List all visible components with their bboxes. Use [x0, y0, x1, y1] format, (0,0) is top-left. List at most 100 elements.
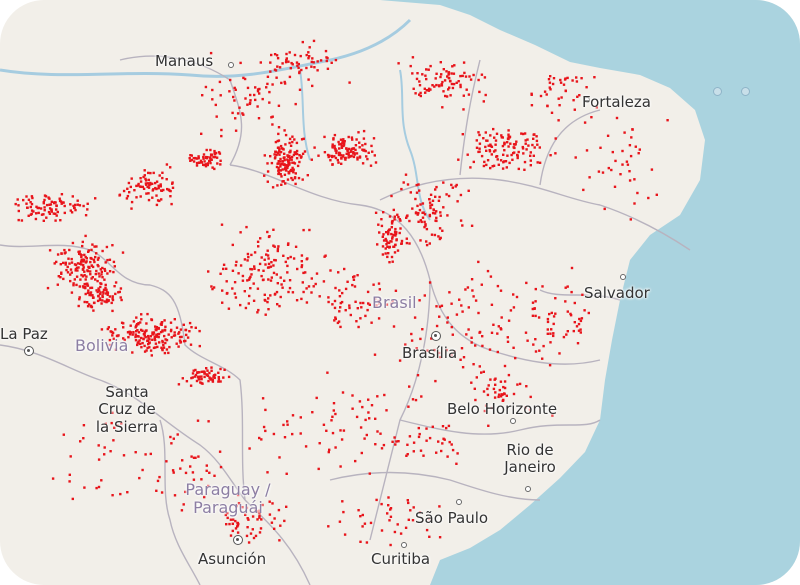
asuncion-marker[interactable] — [233, 535, 243, 545]
fire-point — [273, 68, 277, 71]
salvador-marker[interactable] — [620, 274, 626, 280]
fire-point — [387, 229, 390, 233]
fire-point — [306, 174, 309, 177]
fire-point — [606, 134, 610, 137]
brasilia-marker[interactable] — [431, 331, 441, 341]
fire-point — [56, 253, 60, 256]
fire-point — [233, 292, 237, 295]
fire-point — [421, 73, 424, 76]
fire-point — [506, 141, 509, 144]
fire-point — [112, 270, 115, 274]
fire-point — [185, 333, 188, 337]
fire-point — [516, 156, 519, 160]
fire-point — [72, 204, 75, 208]
fire-point — [129, 185, 132, 189]
fortaleza-marker[interactable] — [584, 97, 590, 103]
fire-point — [266, 180, 269, 183]
fire-point — [386, 245, 389, 248]
fire-point — [367, 398, 370, 401]
fire-point — [278, 539, 281, 542]
fire-point — [213, 167, 216, 171]
fire-point — [52, 212, 55, 215]
fire-point — [156, 345, 159, 349]
fire-point — [393, 230, 397, 233]
fire-point — [271, 83, 274, 86]
fire-point — [530, 104, 534, 107]
fire-point — [264, 299, 267, 302]
fire-point — [441, 106, 444, 109]
fire-point — [428, 281, 432, 284]
fire-point — [171, 186, 175, 189]
fire-point — [291, 178, 294, 182]
fire-point — [337, 320, 341, 323]
fire-point — [535, 135, 538, 138]
fire-point — [149, 335, 152, 338]
fire-point — [420, 220, 423, 224]
fire-point — [428, 242, 431, 245]
fire-point — [478, 142, 482, 145]
fire-point — [377, 223, 380, 226]
fire-point — [156, 199, 160, 202]
manaus-marker[interactable] — [228, 62, 234, 68]
fire-point — [122, 322, 125, 325]
fire-point — [54, 201, 57, 204]
curitiba-marker[interactable] — [401, 542, 407, 548]
fire-point — [192, 478, 196, 481]
fire-point — [322, 423, 326, 426]
fire-point — [157, 335, 160, 339]
fire-point — [63, 252, 66, 255]
fire-point — [489, 378, 492, 381]
fire-point — [279, 150, 283, 154]
fire-point — [139, 177, 142, 180]
fire-point — [99, 285, 102, 289]
fire-point — [122, 337, 125, 340]
fire-point — [110, 421, 113, 425]
fire-point — [633, 202, 636, 205]
fire-point — [29, 205, 32, 209]
fire-point — [264, 429, 267, 433]
fire-point — [252, 282, 255, 285]
fire-point — [289, 149, 292, 152]
fire-point — [288, 159, 291, 162]
fire-point — [55, 204, 58, 207]
fire-point — [450, 443, 453, 446]
fire-point — [468, 75, 471, 78]
fire-point — [120, 298, 123, 302]
fire-point — [434, 195, 437, 198]
fire-point — [359, 317, 362, 320]
fire-point — [204, 165, 208, 168]
fire-point — [278, 456, 281, 459]
fire-point — [571, 79, 574, 82]
belo-horizonte-marker[interactable] — [510, 418, 516, 424]
fire-point — [257, 117, 261, 120]
rio-marker[interactable] — [525, 486, 531, 492]
fire-point — [178, 339, 182, 342]
sao-paulo-marker[interactable] — [456, 499, 462, 505]
fire-point — [189, 343, 193, 346]
fire-point — [167, 188, 171, 192]
fire-point — [272, 271, 276, 275]
fire-point — [261, 97, 264, 101]
fire-point — [421, 202, 425, 205]
fire-point — [280, 283, 283, 286]
fire-point — [307, 51, 310, 54]
la-paz-marker[interactable] — [24, 346, 34, 356]
fire-point — [333, 144, 336, 148]
fire-point — [136, 329, 139, 332]
fire-point — [253, 93, 256, 97]
fire-point — [79, 262, 82, 265]
fire-point — [111, 334, 114, 337]
fire-point — [603, 207, 606, 211]
fire-point — [217, 378, 221, 381]
fire-point — [387, 252, 390, 255]
fire-point — [499, 289, 503, 292]
fire-point — [349, 155, 353, 158]
fire-point — [87, 250, 90, 253]
fire-point — [173, 318, 176, 321]
fire-point — [196, 157, 199, 160]
fire-point — [427, 87, 431, 90]
fire-point — [499, 327, 502, 330]
rio-line: Rio de — [506, 441, 554, 459]
